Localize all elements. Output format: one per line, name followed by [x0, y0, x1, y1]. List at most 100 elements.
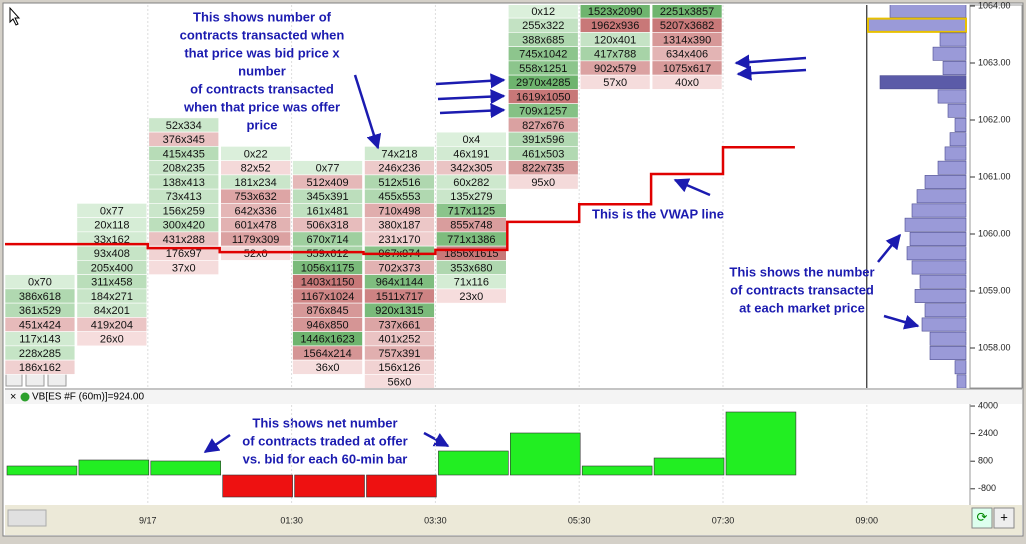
- footprint-cell-text: 36x0: [316, 362, 340, 374]
- footprint-cell-text: 82x52: [241, 163, 271, 175]
- footprint-cell-text: 0x77: [100, 205, 124, 217]
- footprint-cell-text: 37x0: [172, 262, 196, 274]
- footprint-cell-text: 376x345: [163, 134, 205, 146]
- volume-profile-bar: [939, 32, 967, 47]
- footprint-cell-text: 84x201: [94, 305, 130, 317]
- annotation-text: price: [246, 117, 277, 132]
- annotation-arrow: [437, 89, 506, 105]
- annotation-arrow: [736, 65, 807, 81]
- indicator-bar: [222, 474, 293, 498]
- footprint-cell-text: 1962x936: [591, 20, 639, 32]
- footprint-cell-text: 946x850: [306, 319, 348, 331]
- indicator-bar: [438, 450, 509, 476]
- footprint-cell-text: 0x22: [244, 148, 268, 160]
- scrollbar[interactable]: [7, 509, 47, 527]
- price-tick-label: 1059.00: [978, 285, 1011, 295]
- footprint-cell-text: 156x259: [163, 205, 205, 217]
- price-tick-label: 1058.00: [978, 342, 1011, 352]
- refresh-button[interactable]: [971, 507, 993, 529]
- indicator-bar: [725, 411, 797, 476]
- volume-profile-bar: [921, 317, 967, 332]
- add-button[interactable]: [993, 507, 1015, 529]
- footprint-cell-text: 95x0: [531, 177, 555, 189]
- footprint-cell-text: 855x748: [450, 220, 492, 232]
- footprint-cell-text: 920x1315: [375, 305, 423, 317]
- footprint-cell-text: 417x788: [594, 49, 636, 61]
- footprint-cell-text: 71x116: [454, 277, 489, 289]
- footprint-cell: [148, 260, 220, 275]
- footprint-cell-text: 709x1257: [519, 106, 567, 118]
- annotation-arrow: [883, 314, 920, 330]
- indicator-bar: [294, 474, 365, 498]
- footprint-cell-text: 1075x617: [663, 63, 711, 75]
- annotation-arrow: [877, 233, 901, 263]
- price-tick-label: 1063.00: [978, 57, 1011, 67]
- time-tick-label: 05:30: [568, 515, 591, 525]
- volume-profile-bar: [911, 203, 967, 218]
- footprint-cell-text: 0x70: [28, 277, 52, 289]
- footprint-cell-text: 186x162: [19, 362, 61, 374]
- footprint-cell-text: 601x478: [235, 220, 277, 232]
- indicator-bar: [150, 460, 222, 476]
- volume-profile-bar: [944, 146, 967, 161]
- footprint-cell-text: 512x516: [378, 177, 420, 189]
- annotation-text: of contracts transacted: [730, 282, 874, 297]
- footprint-cell: [5, 359, 76, 375]
- annotation-text: This shows number of: [193, 9, 332, 24]
- footprint-cell-text: 1403x1150: [301, 277, 355, 289]
- annotation-text: number: [238, 63, 286, 78]
- indicator-bar: [509, 432, 581, 476]
- footprint-cell-text: 702x373: [378, 262, 420, 274]
- add-icon: +: [1000, 509, 1008, 524]
- indicator-tick-label: 2400: [978, 428, 998, 438]
- price-tick-label: 1060.00: [978, 228, 1011, 238]
- footprint-cell-text: 876x845: [306, 305, 348, 317]
- volume-profile-bar: [929, 346, 967, 360]
- footprint-cell-text: 0x12: [531, 6, 555, 18]
- volume-profile-bar: [916, 189, 967, 204]
- annotation-arrow: [439, 103, 506, 119]
- footprint-cell-text: 255x322: [522, 20, 564, 32]
- footprint-cell-text: 5207x3682: [660, 20, 714, 32]
- footprint-cell-text: 161x481: [306, 205, 348, 217]
- volume-profile-bar: [889, 5, 967, 18]
- footprint-cell-text: 52x0: [244, 248, 268, 260]
- footprint-cell-text: 1314x390: [663, 34, 711, 46]
- volume-profile-bar: [954, 360, 967, 375]
- annotation-arrow: [203, 433, 231, 454]
- footprint-cell-text: 23x0: [459, 291, 483, 303]
- footprint-cell-text: 391x596: [522, 134, 564, 146]
- footprint-cell-text: 120x401: [594, 34, 636, 46]
- indicator-icon: [20, 392, 30, 402]
- price-axis-panel: [969, 4, 1023, 389]
- footprint-cell: [364, 374, 435, 388]
- footprint-cell: [507, 174, 579, 190]
- close-icon[interactable]: ×: [10, 391, 16, 403]
- footprint-cell-text: 135x279: [450, 191, 492, 203]
- footprint-cell-text: 311x458: [91, 277, 132, 289]
- footprint-cell-text: 2970x4285: [516, 77, 570, 89]
- footprint-cell-text: 46x191: [453, 148, 489, 160]
- annotation-text: contracts transacted when: [180, 27, 345, 42]
- volume-profile-bar: [949, 132, 967, 147]
- footprint-cell-text: 670x714: [306, 234, 348, 246]
- footprint-cell-text: 771x1386: [447, 234, 495, 246]
- volume-profile-bar: [906, 246, 967, 261]
- footprint-cell-text: 380x187: [378, 220, 420, 232]
- annotation-text: This shows net number: [252, 415, 397, 430]
- time-tick-label: 07:30: [712, 515, 735, 525]
- footprint-cell-text: 1523x2090: [588, 6, 642, 18]
- footprint-cell-text: 353x680: [450, 262, 492, 274]
- footprint-cell-text: 361x529: [19, 305, 61, 317]
- volume-profile-bar: [919, 274, 967, 289]
- footprint-cell-text: 753x632: [235, 191, 277, 203]
- volume-profile-bar: [867, 17, 967, 33]
- footprint-cell-text: 181x234: [235, 177, 277, 189]
- footprint-cell-text: 451x424: [19, 319, 61, 331]
- volume-profile-bar: [937, 160, 967, 175]
- time-axis-bar: [5, 505, 1022, 535]
- indicator-tick-label: 800: [978, 456, 993, 466]
- annotation-text: This shows the number: [729, 264, 874, 279]
- volume-profile-bar: [879, 75, 967, 90]
- time-tick-label: 01:30: [280, 515, 303, 525]
